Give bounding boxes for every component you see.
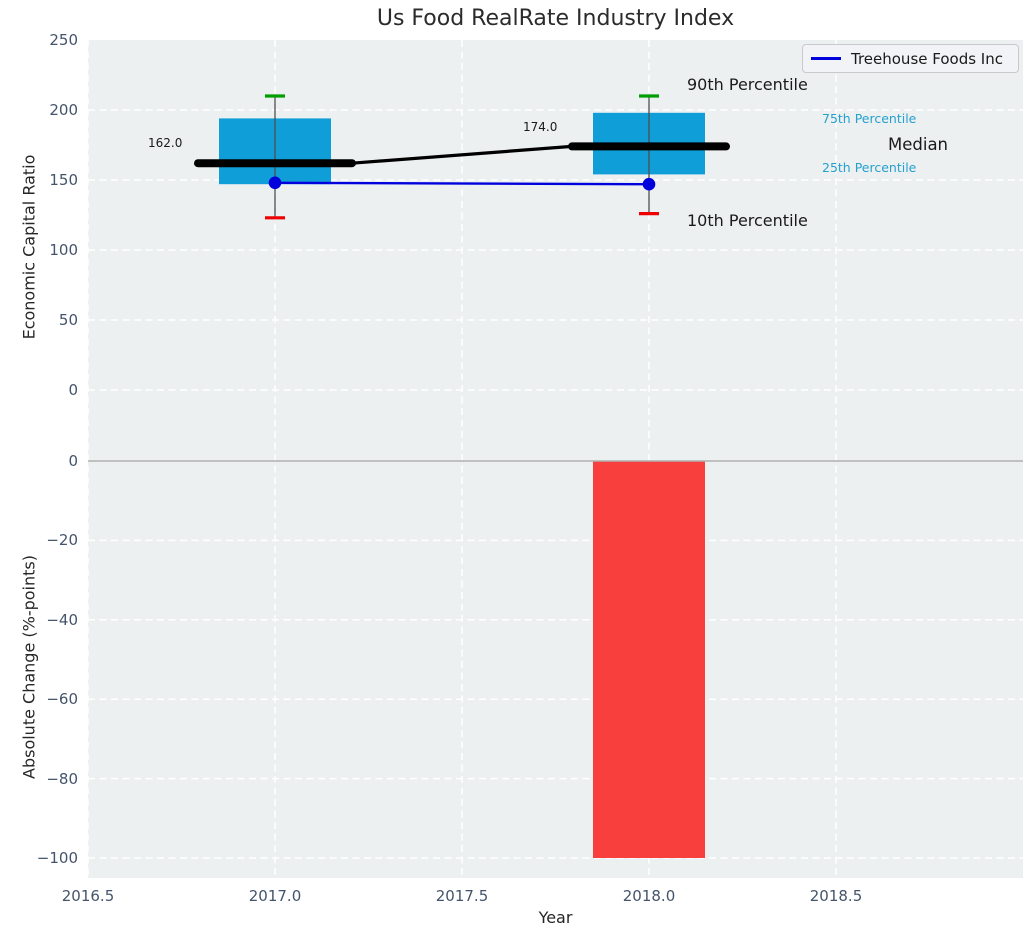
median-connector: [351, 144, 573, 165]
y-tick-top: 200: [49, 101, 78, 119]
chart-title: Us Food RealRate Industry Index: [376, 6, 735, 31]
annotation-90th-percentile: 90th Percentile: [687, 75, 808, 94]
median-value-label-2018: 174.0: [523, 120, 558, 134]
y-tick-top: 50: [58, 311, 78, 329]
y-tick-bottom: −80: [46, 769, 78, 788]
company-line: [274, 181, 650, 186]
company-marker: [642, 177, 656, 191]
legend-line-swatch: [811, 57, 841, 60]
x-axis-label: Year: [538, 908, 573, 927]
y-tick-top: 100: [49, 241, 78, 259]
y-tick-bottom: 0: [68, 452, 78, 470]
median-value-label-2017: 162.0: [148, 136, 183, 150]
x-tick: 2016.5: [61, 887, 115, 905]
legend: Treehouse Foods Inc: [802, 44, 1019, 73]
x-tick: 2018.5: [809, 887, 863, 905]
chart-canvas: [88, 40, 1023, 878]
y-axis-label-bottom: Absolute Change (%-points): [19, 555, 39, 779]
x-tick: 2017.0: [248, 887, 302, 905]
annotation-75th-percentile: 75th Percentile: [822, 111, 917, 126]
y-tick-bottom: −60: [46, 690, 78, 709]
y-tick-top: 0: [68, 381, 78, 399]
plot-area: [88, 40, 1023, 878]
y-tick-top: 150: [49, 171, 78, 189]
y-tick-bottom: −40: [46, 610, 78, 629]
change-bar: [593, 461, 705, 858]
x-tick: 2017.5: [435, 887, 489, 905]
annotation-10th-percentile: 10th Percentile: [687, 211, 808, 230]
annotation-median: Median: [888, 135, 949, 154]
legend-series-label: Treehouse Foods Inc: [851, 49, 1003, 68]
y-tick-bottom: −100: [36, 849, 78, 867]
annotation-25th-percentile: 25th Percentile: [822, 160, 917, 175]
x-tick: 2018.0: [622, 887, 676, 905]
company-marker: [268, 176, 282, 190]
y-tick-top: 250: [49, 31, 78, 49]
y-tick-bottom: −20: [46, 531, 78, 550]
